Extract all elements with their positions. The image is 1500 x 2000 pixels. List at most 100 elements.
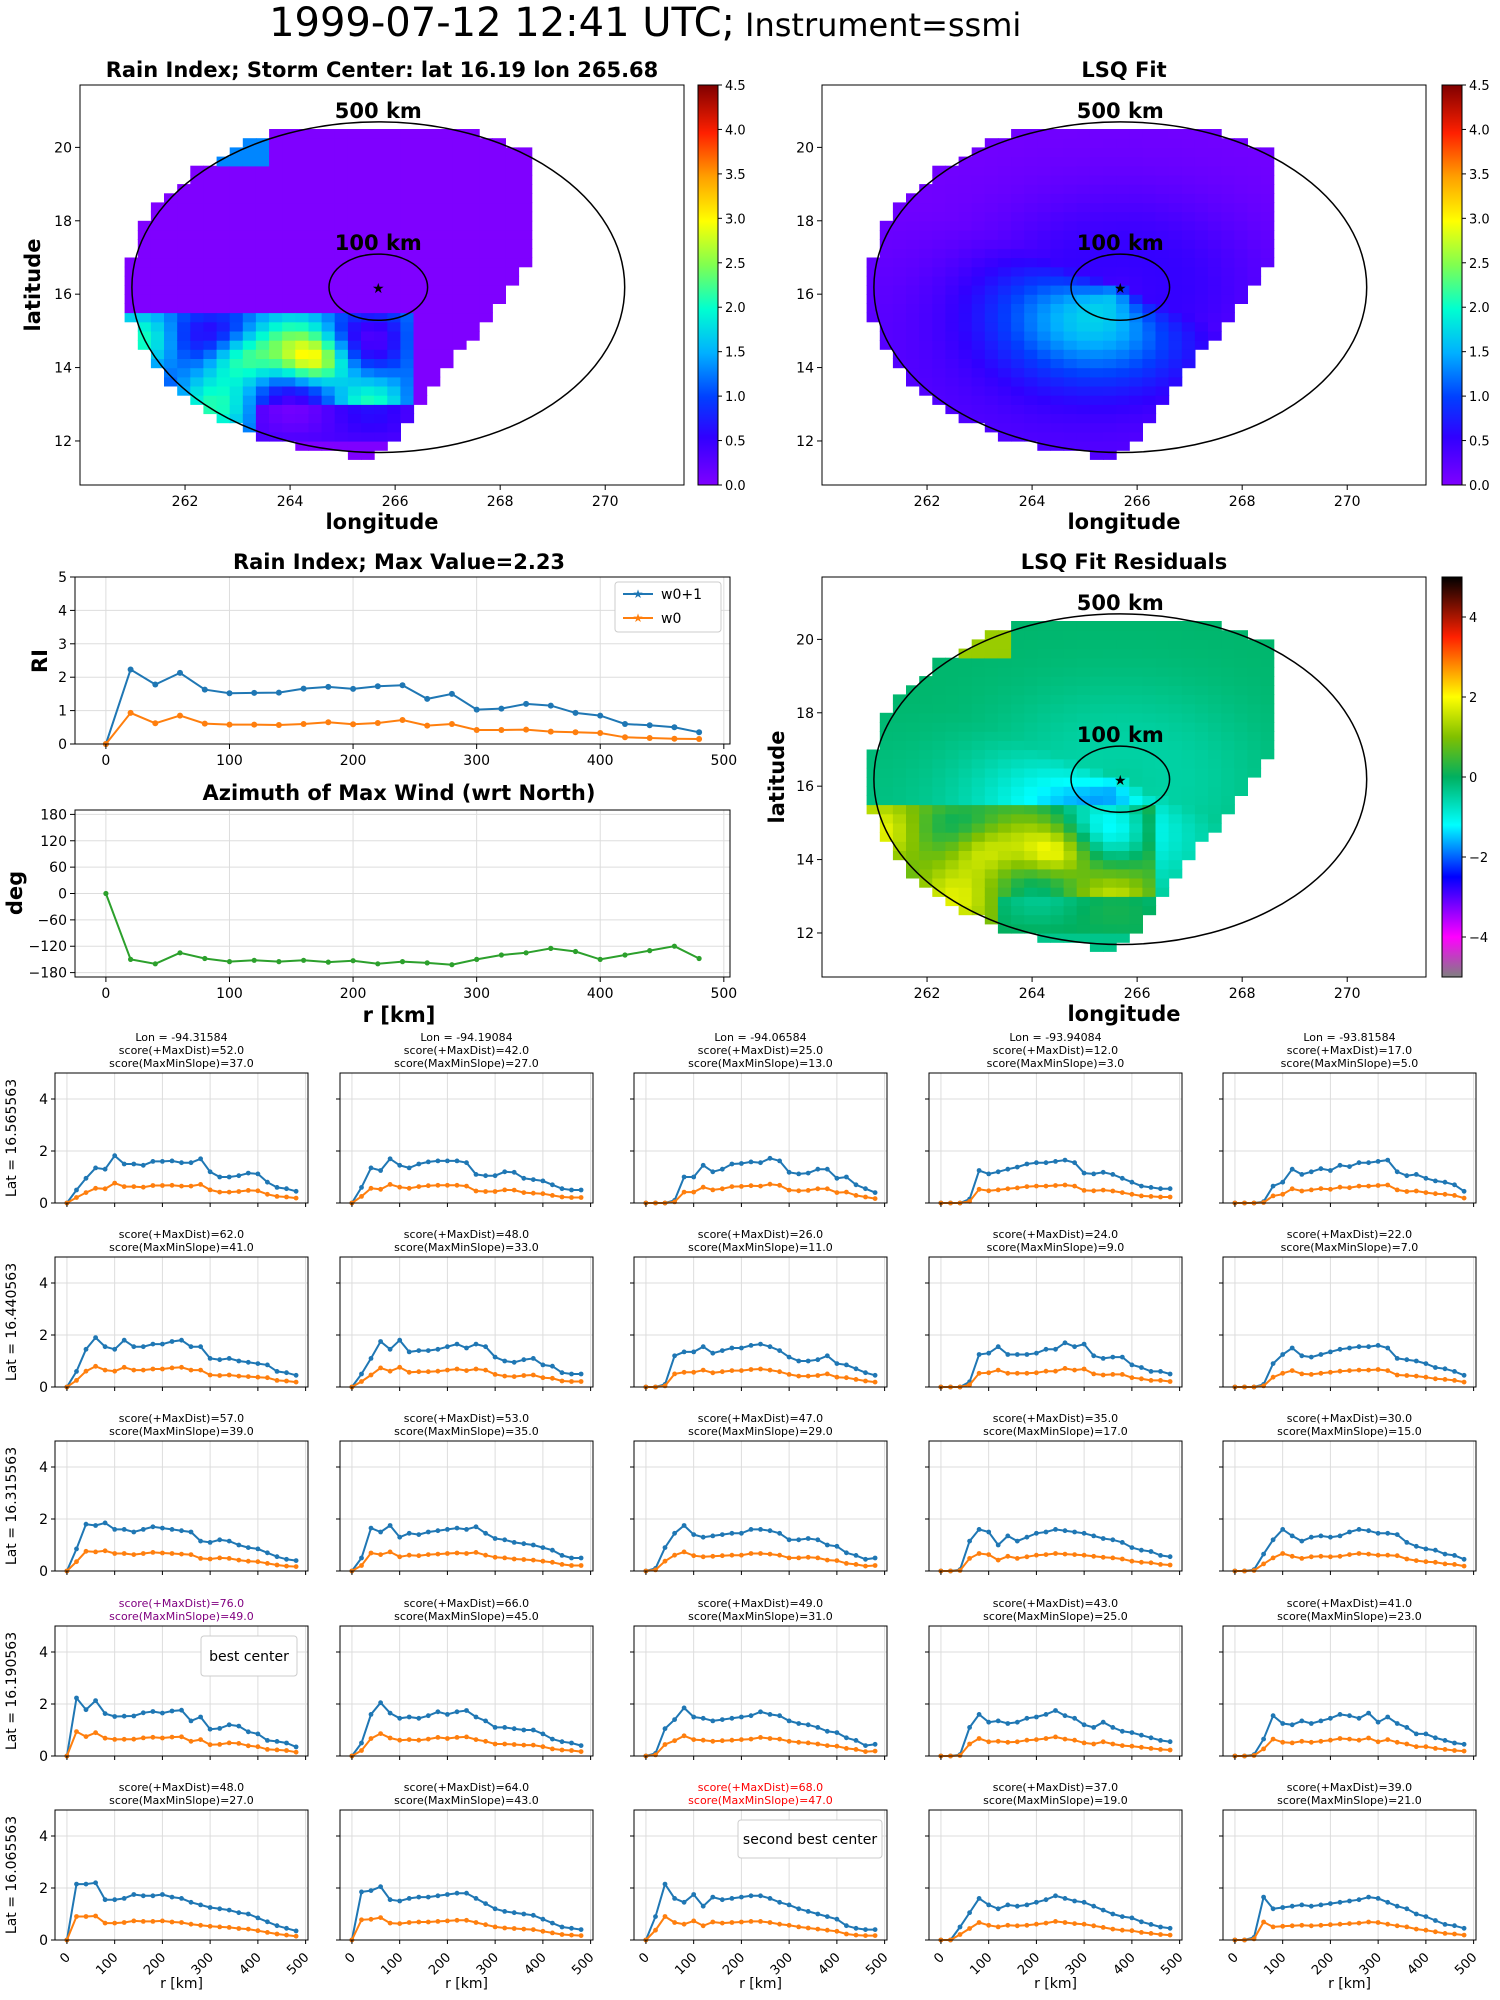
- map-cell: [945, 731, 960, 741]
- map-cell: [1234, 722, 1248, 732]
- map-cell: [413, 184, 428, 194]
- map-cell: [879, 822, 894, 833]
- data-point: [995, 1924, 1001, 1930]
- map-cell: [164, 376, 178, 387]
- map-cell: [892, 230, 907, 240]
- grid-xtick-label: 500: [284, 1950, 312, 1978]
- data-point: [378, 1529, 383, 1535]
- map-cell: [1181, 340, 1196, 350]
- map-cell: [1181, 749, 1196, 760]
- data-point: [140, 1527, 146, 1532]
- map-cell: [1234, 202, 1248, 213]
- map-cell: [1181, 813, 1196, 824]
- map-cell: [1155, 376, 1170, 387]
- map-cell: [452, 184, 467, 194]
- map-cell: [466, 165, 480, 176]
- map-cell: [321, 431, 336, 442]
- data-point: [207, 1742, 213, 1748]
- data-point: [719, 1897, 725, 1903]
- map-cell: [1050, 257, 1065, 268]
- map-cell: [1116, 230, 1130, 240]
- map-cell: [190, 165, 204, 176]
- data-point: [255, 1171, 261, 1177]
- map-cell: [308, 294, 323, 304]
- map-cell: [1181, 358, 1196, 369]
- data-point: [1014, 1538, 1020, 1544]
- data-point: [662, 1742, 668, 1747]
- data-point: [1081, 1722, 1087, 1728]
- data-point: [1328, 1715, 1333, 1721]
- data-point: [967, 1910, 972, 1916]
- map-cell: [906, 850, 920, 861]
- map-cell: [505, 275, 520, 286]
- map-cell: [1142, 786, 1157, 796]
- data-point: [719, 1186, 725, 1192]
- map-cell: [919, 248, 933, 259]
- map-cell: [1194, 822, 1209, 833]
- data-point: [217, 1373, 223, 1378]
- map-cell: [308, 321, 323, 332]
- colorbar-tick-label: 3.5: [725, 168, 746, 183]
- grid-xlabel: r [km]: [1328, 1976, 1371, 1992]
- grid-ytick-label: 0: [39, 1380, 48, 1396]
- map-cell: [190, 248, 204, 259]
- data-point: [74, 1378, 79, 1383]
- data-point: [739, 1368, 744, 1373]
- map-cell: [1037, 174, 1051, 185]
- map-cell: [255, 275, 270, 286]
- map-cell: [1116, 712, 1130, 723]
- series-line: [1234, 1894, 1465, 1941]
- grid-score-maxminslope: score(MaxMinSlope)=41.0: [109, 1241, 254, 1254]
- data-point: [710, 1718, 716, 1724]
- data-point: [169, 1339, 175, 1344]
- data-point: [1289, 1368, 1295, 1373]
- colorbar-tick-label: 0.0: [725, 479, 746, 494]
- map-cell: [1129, 758, 1143, 769]
- map-cell: [1181, 740, 1196, 751]
- data-point: [521, 1541, 527, 1547]
- map-cell: [334, 239, 349, 249]
- map-cell: [1168, 859, 1183, 870]
- map-cell: [1221, 657, 1235, 668]
- data-point: [425, 1552, 431, 1557]
- data-point: [1347, 1164, 1352, 1169]
- data-point: [758, 1341, 763, 1347]
- data-point: [1158, 1369, 1163, 1374]
- map-cell: [906, 220, 920, 231]
- map-cell: [971, 174, 986, 185]
- map-cell: [1024, 211, 1038, 222]
- map-cell: [932, 275, 946, 286]
- map-cell: [334, 285, 349, 295]
- map-cell: [984, 294, 999, 304]
- map-cell: [1103, 385, 1117, 396]
- map-cell: [1089, 340, 1104, 350]
- map-cell: [439, 184, 454, 194]
- map-cell: [971, 211, 986, 222]
- map-cell: [295, 321, 309, 332]
- series-line: [940, 1894, 1171, 1941]
- series-line: [940, 1552, 1171, 1572]
- map-cell: [413, 358, 428, 369]
- data-point: [578, 1371, 584, 1377]
- data-point: [1404, 1357, 1410, 1363]
- data-point: [511, 1556, 517, 1562]
- map-cell: [906, 767, 920, 778]
- map-cell: [1089, 777, 1104, 787]
- map-cell: [1142, 694, 1157, 705]
- map-cell: [242, 239, 257, 249]
- map-cell: [1011, 804, 1025, 815]
- data-point: [815, 1373, 821, 1378]
- map-cell: [1129, 230, 1143, 240]
- map-cell: [1116, 193, 1130, 204]
- map-cell: [997, 832, 1012, 842]
- map-cell: [1142, 767, 1157, 778]
- data-point: [93, 1363, 98, 1369]
- data-point: [198, 1902, 204, 1908]
- data-point: [1299, 1718, 1305, 1724]
- data-point: [622, 952, 628, 958]
- map-cell: [958, 868, 973, 879]
- map-cell: [1011, 703, 1025, 714]
- map-cell: [1024, 703, 1038, 714]
- grid-panel-r4-c3: 0 100 200 300 400 500score(+MaxDist)=37.0scor…: [925, 1781, 1186, 1992]
- map-cell: [334, 202, 349, 213]
